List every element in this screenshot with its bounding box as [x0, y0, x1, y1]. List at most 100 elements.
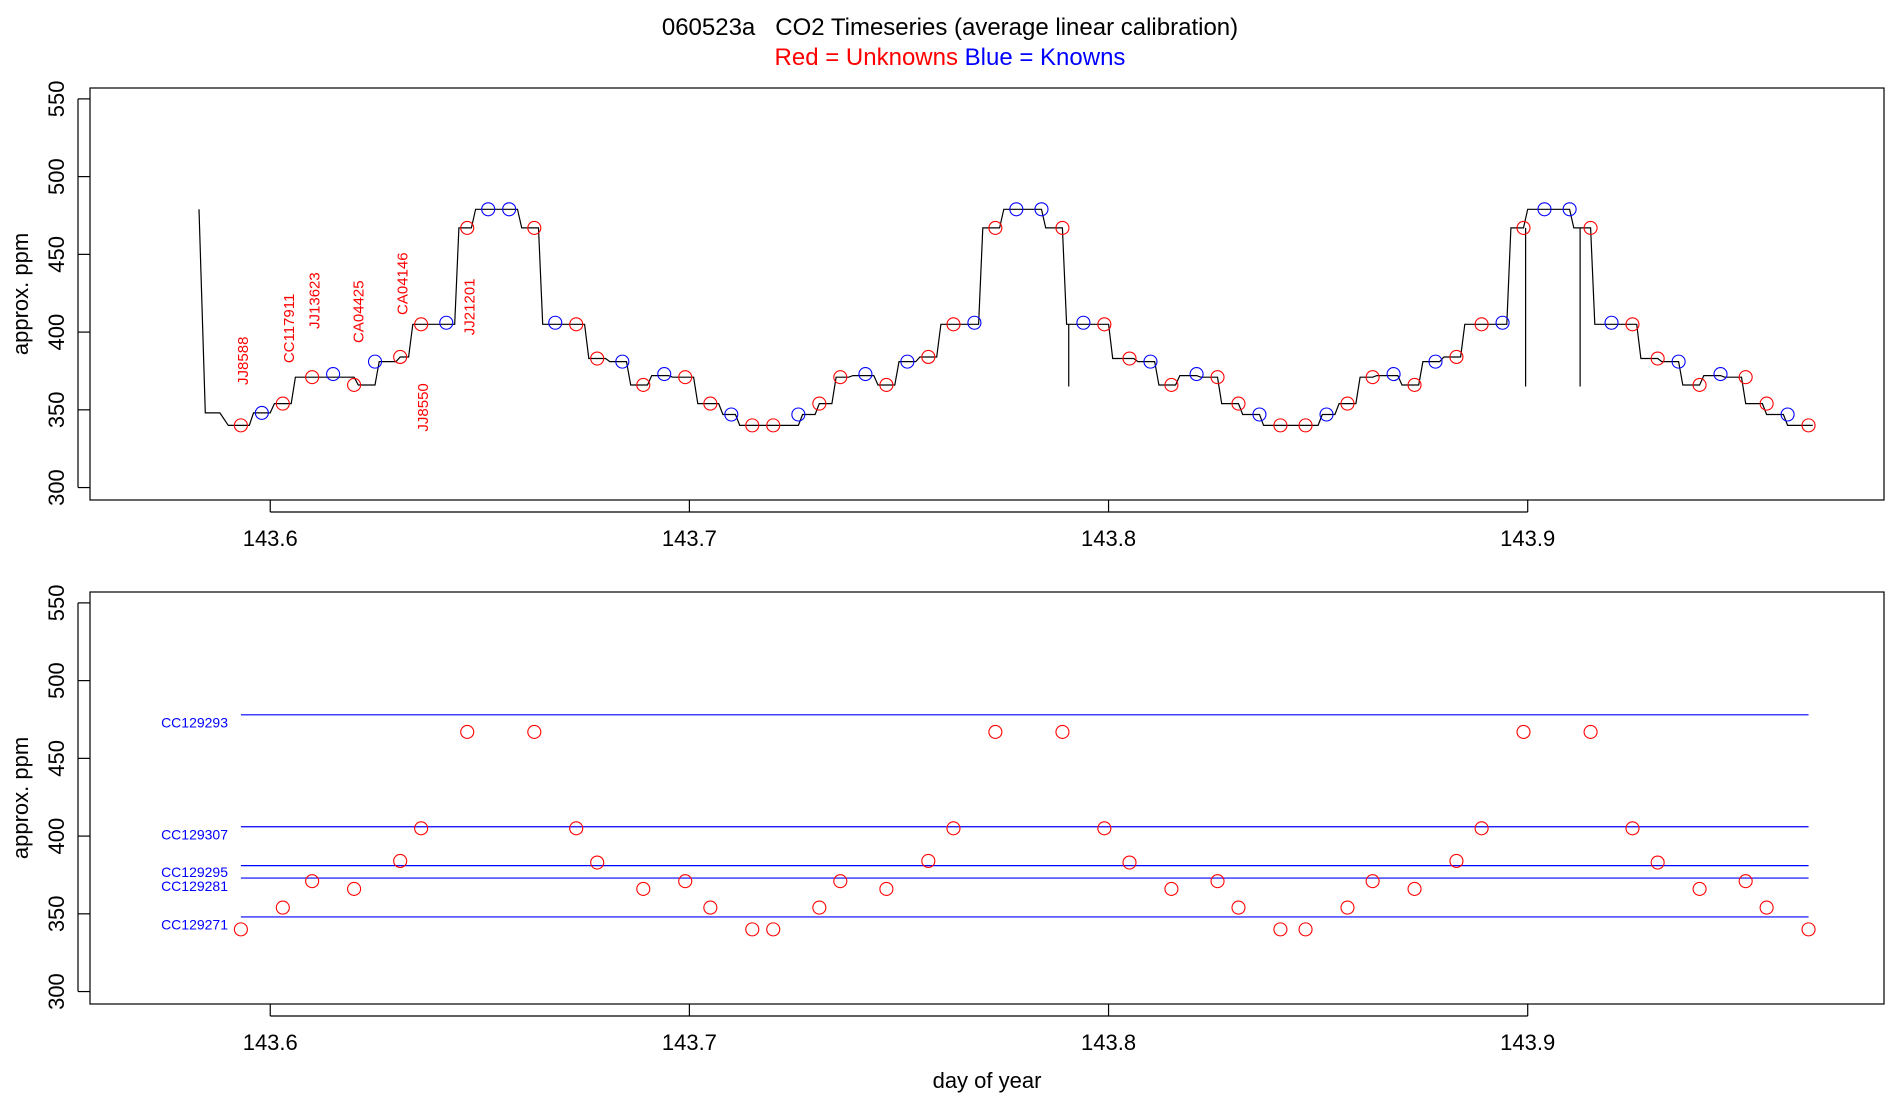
y-tick-label: 500: [44, 662, 69, 699]
known-point: [502, 202, 517, 217]
known-point: [1495, 315, 1510, 330]
unknown-point: [233, 418, 248, 433]
y-tick-label: 550: [44, 585, 69, 622]
unknown-point: [946, 317, 961, 332]
unknown-point: [1692, 377, 1707, 393]
y-tick-label: 500: [44, 158, 69, 195]
unknown-point: [1801, 922, 1816, 937]
reference-line-label: CC129271: [161, 917, 228, 933]
unknown-point: [1650, 351, 1665, 366]
unknown-point: [1474, 317, 1489, 332]
known-point: [1386, 367, 1401, 382]
unknown-point: [569, 317, 584, 332]
unknown-point: [527, 220, 542, 235]
unknown-point: [833, 874, 848, 889]
known-point: [657, 367, 672, 382]
unknown-point: [636, 377, 651, 393]
unknown-point: [1516, 724, 1531, 739]
y-tick-label: 450: [44, 236, 69, 273]
unknown-point: [1365, 874, 1380, 889]
known-point: [1319, 407, 1334, 422]
unknown-point: [347, 377, 362, 393]
x-tick-label: 143.9: [1500, 1030, 1555, 1055]
known-point: [1009, 202, 1024, 217]
known-point: [791, 407, 806, 422]
unknown-point: [946, 821, 961, 836]
unknown-point: [1210, 874, 1225, 889]
unknown-point: [414, 317, 429, 332]
known-point: [1780, 407, 1795, 422]
unknown-point: [1097, 821, 1112, 836]
unknown-point: [1692, 881, 1707, 897]
known-point: [1537, 202, 1552, 217]
known-point: [439, 315, 454, 330]
known-point: [1189, 367, 1204, 382]
x-tick-label: 143.6: [243, 1030, 298, 1055]
subtitle-unknowns: Red = Unknowns: [774, 44, 958, 71]
known-point: [548, 315, 563, 330]
x-tick-label: 143.7: [662, 526, 717, 551]
y-tick-label: 550: [44, 81, 69, 118]
unknown-point: [569, 821, 584, 836]
bottom-panel: 300 350 400 450 500 550 approx. ppm 143.6 143.7 1…: [8, 585, 1885, 1093]
known-point: [858, 367, 873, 382]
unknown-point: [812, 396, 827, 411]
y-axis-label: approx. ppm: [8, 233, 33, 355]
unknown-point: [393, 349, 408, 365]
y-tick-label: 400: [44, 818, 69, 855]
sample-label: CA04146: [394, 252, 411, 315]
unknown-point: [1340, 396, 1355, 411]
top-panel: 300 350 400 450 500 550 approx. ppm 143.6 143.7 1…: [8, 81, 1885, 551]
known-point: [1713, 367, 1728, 382]
unknown-point: [1625, 821, 1640, 836]
unknown-point: [812, 900, 827, 915]
unknown-point: [766, 922, 781, 937]
x-tick-label: 143.6: [243, 526, 298, 551]
unknown-point: [414, 821, 429, 836]
unknown-point: [1122, 855, 1137, 870]
unknown-point: [393, 853, 408, 869]
known-point: [1252, 407, 1267, 422]
known-point: [481, 202, 496, 217]
reference-line-label: CC129293: [161, 715, 228, 731]
known-point: [367, 354, 383, 369]
unknown-point: [460, 220, 475, 235]
known-point: [1428, 354, 1443, 369]
y-tick-label: 300: [44, 973, 69, 1010]
y-tick-label: 300: [44, 469, 69, 506]
unknown-point: [766, 418, 781, 433]
co2-trace-line: [198, 208, 1813, 426]
unknown-point: [1625, 317, 1640, 332]
unknown-point: [921, 853, 936, 869]
unknown-point: [233, 922, 248, 937]
unknown-point: [1122, 351, 1137, 366]
known-point: [724, 407, 739, 422]
unknown-point: [745, 418, 760, 433]
unknown-point: [305, 874, 320, 889]
unknown-point: [1055, 220, 1070, 235]
sample-label: JJ13623: [306, 272, 323, 329]
unknown-point: [275, 396, 290, 411]
unknown-point: [1516, 220, 1531, 235]
known-point: [1604, 315, 1619, 330]
known-point: [1143, 354, 1158, 369]
sample-label: CC117911: [281, 294, 298, 364]
reference-line-label: CC129307: [161, 827, 228, 843]
unknown-point: [921, 349, 936, 365]
unknown-point: [678, 370, 693, 385]
sample-label: JJ8550: [415, 383, 432, 431]
unknown-point: [879, 881, 894, 897]
unknown-point: [590, 855, 605, 870]
unknown-point: [636, 881, 651, 897]
unknown-point: [703, 900, 718, 915]
known-point: [254, 405, 269, 420]
known-point: [1034, 202, 1049, 217]
unknown-point: [275, 900, 290, 915]
reference-line-label: CC129281: [161, 878, 228, 894]
known-point: [1076, 315, 1091, 330]
unknown-point: [1273, 418, 1288, 433]
unknown-point: [1449, 853, 1464, 869]
unknown-point: [1474, 821, 1489, 836]
known-point: [1562, 202, 1577, 217]
